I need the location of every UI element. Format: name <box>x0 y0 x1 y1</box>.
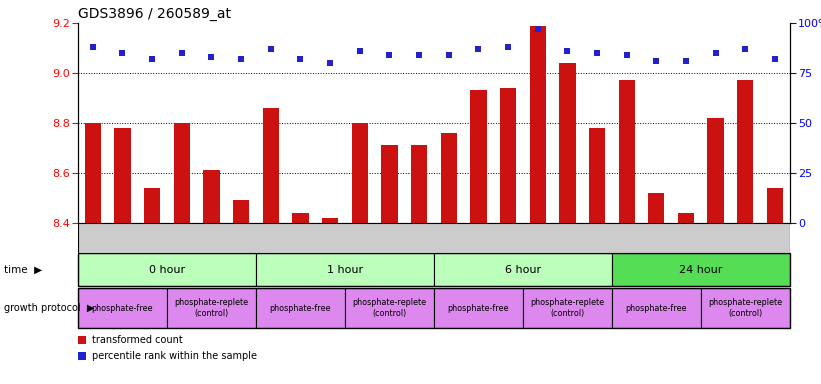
Bar <box>701 288 790 328</box>
Text: phosphate-free: phosphate-free <box>626 304 687 313</box>
Point <box>590 50 603 56</box>
Text: 24 hour: 24 hour <box>679 265 722 275</box>
Bar <box>612 253 790 286</box>
Point <box>282 136 295 142</box>
Bar <box>500 88 516 223</box>
Bar <box>381 145 397 223</box>
Bar <box>708 118 724 223</box>
Point <box>383 52 396 58</box>
Point <box>739 46 752 52</box>
Text: 0 hour: 0 hour <box>149 265 185 275</box>
Point <box>175 50 188 56</box>
Point <box>294 56 307 62</box>
Point <box>116 50 129 56</box>
Point <box>680 58 693 64</box>
Bar <box>256 288 345 328</box>
Text: 1 hour: 1 hour <box>327 265 363 275</box>
Bar <box>411 145 427 223</box>
Bar <box>167 288 256 328</box>
Bar <box>434 253 612 286</box>
Text: time  ▶: time ▶ <box>4 265 42 275</box>
Text: phosphate-free: phosphate-free <box>92 304 154 313</box>
Text: GDS3896 / 260589_at: GDS3896 / 260589_at <box>78 7 231 21</box>
Bar <box>256 253 434 286</box>
Point <box>620 52 633 58</box>
Bar <box>612 288 701 328</box>
Point <box>86 44 99 50</box>
Text: phosphate-free: phosphate-free <box>447 304 509 313</box>
Bar <box>618 80 635 223</box>
Bar <box>559 63 576 223</box>
Point <box>472 46 485 52</box>
Bar <box>85 123 101 223</box>
Text: phosphate-free: phosphate-free <box>269 304 331 313</box>
Bar <box>292 213 309 223</box>
Point <box>412 52 425 58</box>
Bar <box>470 91 487 223</box>
Point <box>323 60 337 66</box>
Bar <box>767 188 783 223</box>
Point <box>561 48 574 54</box>
Point <box>353 48 366 54</box>
Text: phosphate-replete
(control): phosphate-replete (control) <box>174 298 249 318</box>
Bar <box>530 25 546 223</box>
Point <box>264 46 277 52</box>
Point <box>205 54 218 60</box>
Text: 6 hour: 6 hour <box>505 265 541 275</box>
Point <box>145 56 158 62</box>
Bar <box>441 133 456 223</box>
Bar <box>345 288 434 328</box>
Bar <box>114 128 131 223</box>
Bar <box>174 123 190 223</box>
Bar <box>351 123 368 223</box>
Text: transformed count: transformed count <box>92 335 183 345</box>
Point <box>768 56 782 62</box>
Point <box>709 50 722 56</box>
Point <box>282 284 295 290</box>
Bar <box>649 193 664 223</box>
Text: phosphate-replete
(control): phosphate-replete (control) <box>709 298 782 318</box>
Bar <box>204 170 219 223</box>
Text: growth protocol  ▶: growth protocol ▶ <box>4 303 94 313</box>
Bar <box>737 80 754 223</box>
Bar <box>322 218 338 223</box>
Bar <box>78 253 256 286</box>
Bar <box>434 288 523 328</box>
Bar <box>589 128 605 223</box>
Bar <box>233 200 250 223</box>
Point <box>649 58 663 64</box>
Point <box>235 56 248 62</box>
Bar <box>523 288 612 328</box>
Bar <box>144 188 160 223</box>
Text: phosphate-replete
(control): phosphate-replete (control) <box>530 298 604 318</box>
Text: phosphate-replete
(control): phosphate-replete (control) <box>352 298 426 318</box>
Bar <box>78 288 167 328</box>
Bar <box>263 108 279 223</box>
Point <box>443 52 456 58</box>
Point <box>502 44 515 50</box>
Point <box>531 26 544 32</box>
Bar <box>678 213 694 223</box>
Text: percentile rank within the sample: percentile rank within the sample <box>92 351 257 361</box>
